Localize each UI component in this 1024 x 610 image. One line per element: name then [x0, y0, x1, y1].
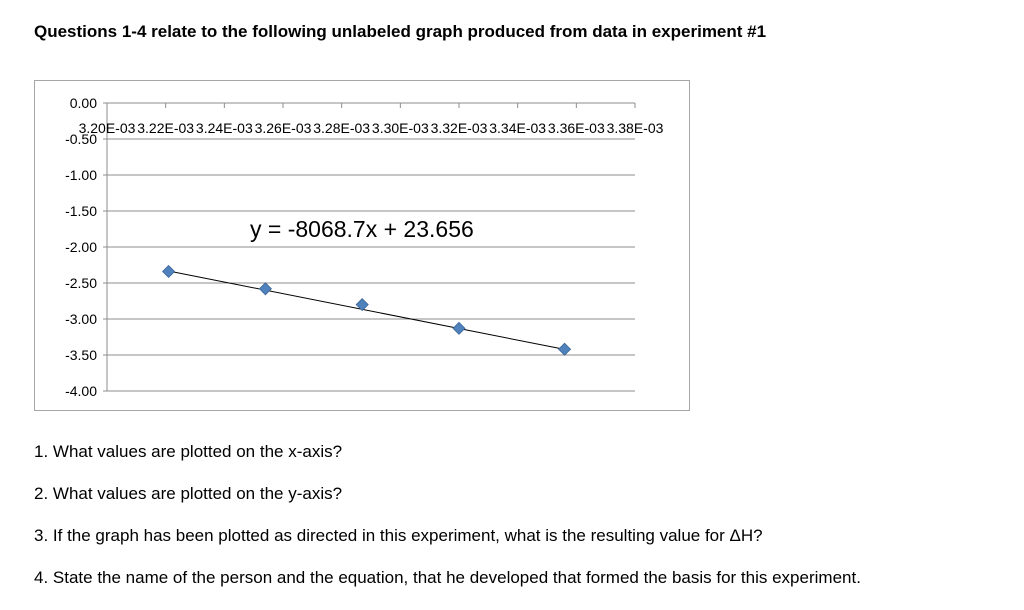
scatter-chart: 0.00 -0.50 -1.00 -1.50 -2.00 -2.50 -3.00 -3.50 -… [65, 95, 664, 399]
data-points [162, 264, 572, 356]
question-list: 1. What values are plotted on the x-axis… [34, 440, 1014, 608]
x-tick-label: 3.34E-03 [489, 120, 546, 136]
y-tick-label: -2.00 [65, 239, 97, 255]
data-point [355, 298, 369, 312]
trendline [168, 270, 565, 350]
y-tick-label: -3.50 [65, 347, 97, 363]
data-point [452, 321, 466, 335]
question-item: 3. If the graph has been plotted as dire… [34, 526, 763, 545]
x-tick-label: 3.28E-03 [313, 120, 370, 136]
annotations: y = -8068.7x + 23.656 [250, 216, 474, 242]
data-point [558, 342, 572, 356]
x-tick-label: 3.24E-03 [196, 120, 253, 136]
y-tick-label: -1.50 [65, 203, 97, 219]
x-tick-label: 3.36E-03 [548, 120, 605, 136]
data-point [258, 282, 272, 296]
axes [103, 102, 636, 392]
x-tick-label: 3.38E-03 [607, 120, 664, 136]
question-item: 4. State the name of the person and the … [34, 568, 861, 587]
x-tick-labels: 3.20E-03 3.22E-03 3.24E-03 3.26E-03 3.28E-03… [79, 120, 664, 136]
x-tick-label: 3.30E-03 [372, 120, 429, 136]
x-tick-label: 3.20E-03 [79, 120, 136, 136]
x-tick-label: 3.22E-03 [137, 120, 194, 136]
y-tick-label: -0.50 [65, 131, 97, 147]
grid-lines [107, 138, 635, 392]
data-point [162, 264, 176, 279]
y-tick-labels: 0.00 -0.50 -1.00 -1.50 -2.00 -2.50 -3.00 -3.50 -… [65, 95, 97, 399]
chart-frame: 0.00 -0.50 -1.00 -1.50 -2.00 -2.50 -3.00 -3.50 -… [34, 80, 690, 411]
trendline-equation: y = -8068.7x + 23.656 [250, 216, 474, 242]
y-tick-label: 0.00 [70, 95, 97, 111]
x-tick-label: 3.26E-03 [255, 120, 312, 136]
y-tick-label: -1.00 [65, 167, 97, 183]
x-tick-label: 3.32E-03 [431, 120, 488, 136]
page-title: Questions 1-4 relate to the following un… [34, 22, 767, 41]
question-item: 2. What values are plotted on the y-axis… [34, 484, 343, 503]
trendline-group [168, 270, 565, 350]
y-tick-label: -4.00 [65, 383, 97, 399]
question-item: 1. What values are plotted on the x-axis… [34, 442, 343, 461]
y-tick-label: -2.50 [65, 275, 97, 291]
y-tick-label: -3.00 [65, 311, 97, 327]
